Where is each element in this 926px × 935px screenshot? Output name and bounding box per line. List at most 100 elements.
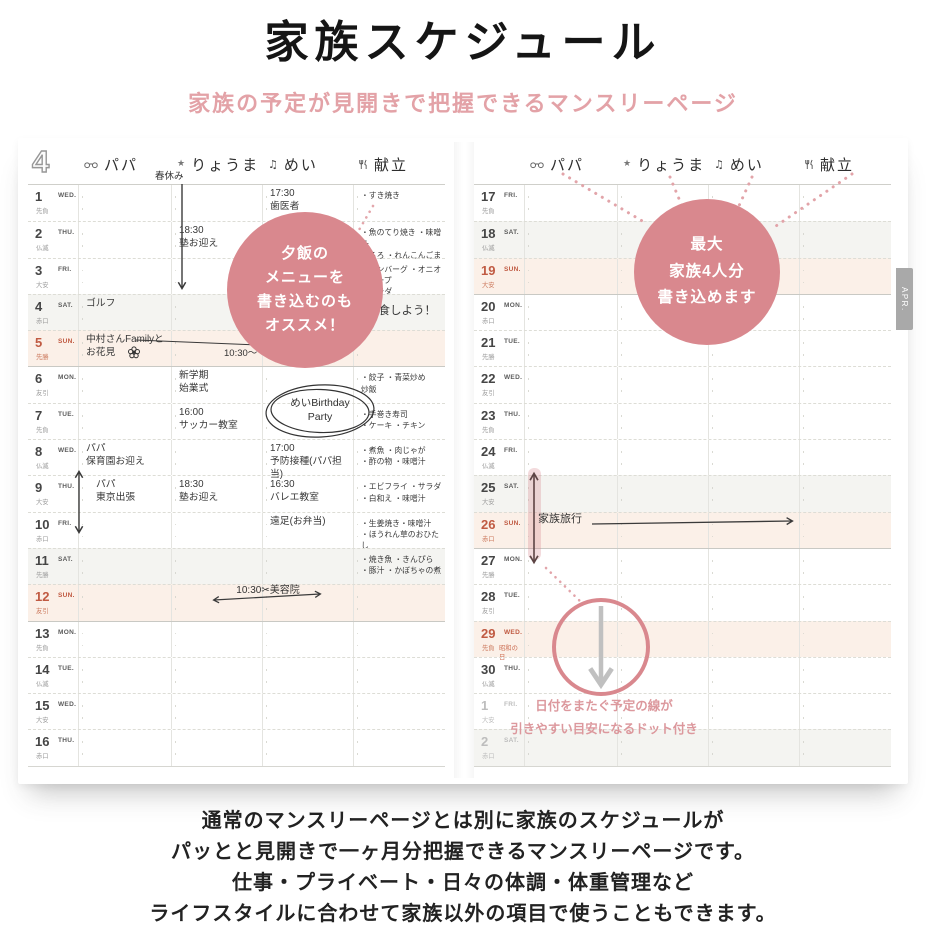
cell-papa bbox=[524, 657, 617, 694]
cell-kondate bbox=[799, 331, 891, 367]
cell-kondate bbox=[799, 730, 891, 766]
cell-papa bbox=[524, 403, 617, 440]
cell-kondate bbox=[353, 585, 445, 621]
day-number: 12 bbox=[35, 589, 50, 605]
cell-ryoma bbox=[171, 294, 262, 331]
day-row-16: 16 THU. 赤口 bbox=[28, 729, 445, 766]
rokuyo-label: 先負 bbox=[482, 426, 495, 434]
cell-ryoma: 新学期 始業式 bbox=[171, 367, 262, 403]
cell-kondate bbox=[799, 222, 891, 258]
day-row-14: 14 TUE. 仏滅 bbox=[28, 656, 445, 694]
birthday-heart-label: めいBirthday Party bbox=[290, 397, 350, 423]
column-headers: パパ ★ りょうま ♫ めい 献立 bbox=[474, 154, 898, 184]
rokuyo-label: 友引 bbox=[482, 608, 495, 616]
cell-ryoma bbox=[617, 730, 708, 766]
cell-ryoma bbox=[171, 730, 262, 766]
column-header-ryoma: ★ りょうま bbox=[177, 154, 259, 175]
date-cell: 11 SAT. 先勝 bbox=[28, 549, 78, 584]
hanami-time-label: 10:30〜 bbox=[224, 348, 258, 359]
date-cell: 7 TUE. 先負 bbox=[28, 404, 78, 439]
day-row-11: 11 SAT. 先勝 ・焼き魚 ・きんぴら ・豚汁 ・かぼちゃの煮 bbox=[28, 547, 445, 585]
cell-mei: 17:30 歯医者 bbox=[262, 185, 353, 222]
day-number: 1 bbox=[481, 698, 489, 714]
weekday-label: WED. bbox=[504, 628, 523, 636]
column-header-kondate: 献立 bbox=[359, 154, 408, 175]
date-cell: 15 WED. 大安 bbox=[28, 694, 78, 729]
cell-ryoma bbox=[617, 476, 708, 512]
day-row-28: 28 TUE. 友引 bbox=[474, 584, 891, 621]
column-label: めい bbox=[283, 157, 318, 174]
cell-mei bbox=[708, 548, 799, 585]
cutlery-icon bbox=[359, 159, 368, 170]
date-cell: 18 SAT. 仏滅 bbox=[474, 222, 524, 257]
cell-papa: パパ 保育園お迎え bbox=[78, 440, 171, 476]
page-subtitle: 家族の予定が見開きで把握できるマンスリーページ bbox=[188, 91, 738, 116]
planner-page-right: パパ ★ りょうま ♫ めい 献立 17 FRI. 先負 18 SAT. 仏滅 19 SUN. 大安 20 M… bbox=[474, 144, 898, 778]
day-row-25: 25 SAT. 大安 bbox=[474, 475, 891, 512]
rokuyo-label: 先負 bbox=[36, 208, 49, 215]
weekday-label: TUE. bbox=[58, 664, 75, 672]
cell-ryoma bbox=[617, 258, 708, 294]
cell-kondate bbox=[799, 294, 891, 331]
cell-mei bbox=[708, 657, 799, 694]
date-cell: 2 SAT. 赤口 bbox=[474, 730, 524, 765]
cell-mei bbox=[708, 730, 799, 766]
weekday-label: MON. bbox=[504, 555, 523, 563]
weekday-label: SAT. bbox=[58, 301, 73, 309]
date-cell: 26 SUN. 赤口 bbox=[474, 513, 524, 548]
day-row-1: 1 FRI. 大安 bbox=[474, 693, 891, 730]
rokuyo-label: 赤口 bbox=[482, 535, 495, 543]
column-header-papa: パパ bbox=[84, 154, 138, 175]
rokuyo-label: 先勝 bbox=[36, 354, 49, 362]
cell-mei bbox=[708, 512, 799, 548]
day-row-8: 8 WED. 仏滅 パパ 保育園お迎え 17:00 予防接種(パパ担当) ・煮魚 ・肉じゃ… bbox=[28, 439, 445, 480]
family-trip-label: 家族旅行 bbox=[538, 513, 582, 525]
column-header-mei: ♫ めい bbox=[714, 154, 764, 175]
day-row-27: 27 MON. 先勝 bbox=[474, 547, 891, 585]
description-line: 通常のマンスリーページとは別に家族のスケジュールが bbox=[201, 810, 725, 832]
rokuyo-label: 大安 bbox=[36, 281, 49, 289]
cell-ryoma bbox=[171, 548, 262, 585]
weekday-label: SAT. bbox=[58, 555, 73, 563]
day-number: 5 bbox=[35, 335, 43, 351]
page-title: 家族スケジュール bbox=[264, 18, 662, 67]
day-number: 6 bbox=[35, 371, 43, 387]
column-label: 献立 bbox=[374, 157, 409, 174]
weekday-label: WED. bbox=[58, 447, 77, 455]
date-cell: 4 SAT. 赤口 bbox=[28, 295, 78, 330]
rokuyo-label: 先勝 bbox=[36, 571, 49, 579]
day-row-15: 15 WED. 大安 bbox=[28, 693, 445, 730]
weekday-label: MON. bbox=[58, 374, 77, 382]
star-icon: ★ bbox=[177, 159, 186, 169]
cell-kondate bbox=[353, 657, 445, 694]
cell-ryoma bbox=[617, 367, 708, 403]
date-cell: 6 MON. 友引 bbox=[28, 367, 78, 402]
day-number: 14 bbox=[35, 661, 50, 677]
cell-ryoma: 18:30 塾お迎え bbox=[171, 222, 262, 258]
weekday-label: FRI. bbox=[58, 265, 72, 273]
cell-papa bbox=[524, 331, 617, 367]
day-number: 4 bbox=[35, 298, 43, 314]
weekday-label: THU. bbox=[504, 410, 521, 418]
music-note-icon: ♫ bbox=[268, 158, 278, 171]
cell-ryoma bbox=[617, 222, 708, 258]
cell-kondate bbox=[799, 476, 891, 512]
cell-mei bbox=[708, 367, 799, 403]
day-row-6: 6 MON. 友引 新学期 始業式 ・餃子 ・青菜炒め 炒飯 bbox=[28, 366, 445, 403]
cell-ryoma bbox=[617, 331, 708, 367]
menu-tip-bubble: 夕飯の メニューを 書き込むのも オススメ！ bbox=[227, 212, 383, 368]
date-cell: 28 TUE. 友引 bbox=[474, 585, 524, 620]
cell-papa bbox=[524, 294, 617, 331]
weekday-label: SUN. bbox=[58, 338, 75, 346]
cell-kondate bbox=[799, 657, 891, 694]
music-note-icon: ♫ bbox=[714, 158, 724, 171]
rokuyo-label: 赤口 bbox=[36, 535, 49, 543]
glasses-icon bbox=[84, 161, 98, 169]
day-row-5: 5 SUN. 先勝 中村さんFamilyと お花見 bbox=[28, 330, 445, 367]
weekday-label: TUE. bbox=[58, 410, 75, 418]
cell-kondate bbox=[353, 730, 445, 766]
cell-kondate bbox=[353, 694, 445, 730]
day-number: 2 bbox=[35, 226, 43, 242]
cell-kondate: ・すき焼き bbox=[353, 185, 445, 222]
